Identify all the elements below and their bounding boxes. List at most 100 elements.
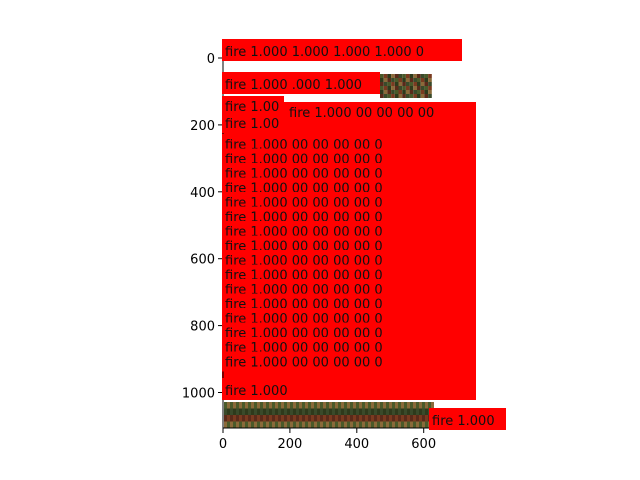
image-pixel-block (383, 78, 388, 82)
image-pixel-block (413, 86, 417, 90)
image-pixel-block (242, 415, 245, 422)
image-pixel-block (299, 421, 302, 428)
image-pixel-block (389, 402, 392, 409)
image-pixel-block (359, 402, 362, 409)
image-pixel-block (335, 421, 338, 428)
detection-label: fire 1.000 (429, 408, 506, 430)
image-pixel-block (335, 402, 338, 409)
image-pixel-block (320, 415, 323, 422)
image-pixel-block (405, 90, 410, 94)
image-pixel-block (386, 402, 389, 409)
image-pixel-block (409, 74, 414, 78)
x-tick-label: 0 (219, 437, 227, 452)
image-pixel-block (293, 421, 296, 428)
image-pixel-block (233, 408, 236, 415)
label-text: fire 1.00 (225, 117, 279, 132)
image-pixel-block (419, 415, 422, 422)
image-pixel-block (227, 421, 230, 428)
image-pixel-block (314, 421, 317, 428)
x-tick-label: 600 (411, 437, 436, 452)
image-pixel-block (341, 421, 344, 428)
image-pixel-block (257, 402, 260, 409)
image-pixel-block (278, 402, 281, 409)
image-pixel-block (350, 421, 353, 428)
image-pixel-block (311, 402, 314, 409)
image-pixel-block (314, 402, 317, 409)
detection-label: fire 1.000 00 00 00 00 (286, 102, 476, 122)
image-pixel-block (404, 402, 407, 409)
image-pixel-block (422, 408, 425, 415)
image-pixel-block (230, 402, 233, 409)
image-pixel-block (281, 402, 284, 409)
image-pixel-block (394, 90, 399, 94)
image-pixel-block (425, 415, 428, 422)
image-pixel-block (293, 408, 296, 415)
image-pixel-block (417, 82, 421, 86)
image-pixel-block (317, 402, 320, 409)
image-pixel-block (409, 78, 414, 82)
image-pixel-block (422, 421, 425, 428)
image-pixel-block (424, 82, 429, 86)
image-pixel-block (420, 82, 425, 86)
image-pixel-block (368, 408, 371, 415)
label-box (222, 72, 380, 94)
image-pixel-block (272, 415, 275, 422)
label-text: fire 1.000 (432, 414, 495, 429)
image-pixel-block (424, 86, 429, 90)
image-pixel-block (275, 402, 278, 409)
image-pixel-block (281, 421, 284, 428)
image-pixel-block (329, 402, 332, 409)
image-pixel-block (428, 74, 432, 78)
image-pixel-block (269, 408, 272, 415)
image-pixel-block (305, 415, 308, 422)
image-pixel-block (389, 415, 392, 422)
image-pixel-block (416, 408, 419, 415)
image-pixel-block (239, 402, 242, 409)
image-pixel-block (425, 402, 428, 409)
image-pixel-block (394, 78, 399, 82)
image-pixel-block (395, 421, 398, 428)
image-pixel-block (398, 94, 403, 98)
image-pixel-block (254, 408, 257, 415)
image-pixel-block (272, 421, 275, 428)
image-pixel-block (391, 90, 395, 94)
image-pixel-block (413, 82, 417, 86)
image-pixel-block (383, 421, 386, 428)
y-axis: 0 200 400 600 800 1000 (182, 40, 224, 428)
image-pixel-block (254, 421, 257, 428)
image-pixel-block (365, 415, 368, 422)
image-pixel-block (227, 415, 230, 422)
image-pixel-block (365, 421, 368, 428)
image-pixel-block (317, 408, 320, 415)
image-pixel-block (410, 421, 413, 428)
image-pixel-block (410, 408, 413, 415)
image-pixel-block (420, 90, 425, 94)
x-tick-label: 200 (277, 437, 302, 452)
image-pixel-block (409, 90, 414, 94)
image-pixel-block (359, 421, 362, 428)
image-pixel-block (266, 402, 269, 409)
image-pixel-block (374, 402, 377, 409)
image-pixel-block (284, 421, 287, 428)
label-box (222, 96, 284, 116)
image-pixel-block (417, 90, 421, 94)
image-pixel-block (402, 94, 406, 98)
image-pixel-block (344, 421, 347, 428)
image-pixel-block (287, 408, 290, 415)
image-pixel-block (356, 421, 359, 428)
image-pixel-block (380, 94, 384, 98)
image-pixel-block (263, 402, 266, 409)
image-pixel-block (308, 415, 311, 422)
image-pixel-block (323, 421, 326, 428)
image-pixel-block (296, 402, 299, 409)
image-pixel-block (224, 402, 227, 409)
image-pixel-block (239, 408, 242, 415)
label-text: fire 1.000 00 00 00 00 (289, 106, 434, 121)
image-pixel-block (383, 408, 386, 415)
image-pixel-block (275, 415, 278, 422)
image-pixel-block (275, 408, 278, 415)
image-pixel-block (362, 402, 365, 409)
image-pixel-block (404, 421, 407, 428)
image-pixel-block (344, 408, 347, 415)
image-pixel-block (417, 94, 421, 98)
